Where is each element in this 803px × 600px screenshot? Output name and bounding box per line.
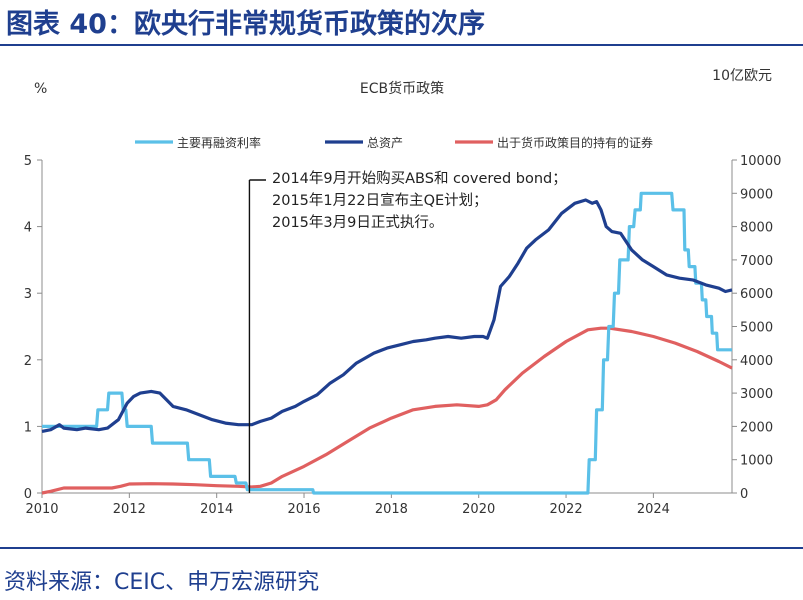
series-lines <box>41 191 733 495</box>
x-tick-label: 2024 <box>637 502 670 517</box>
x-tick-label: 2020 <box>462 502 495 517</box>
x-tick-label: 2022 <box>550 502 583 517</box>
figure-title: 图表 40：欧央行非常规货币政策的次序 <box>6 9 485 40</box>
securities-line <box>41 326 733 495</box>
x-tick-label: 2016 <box>287 502 320 517</box>
x-tick-label: 2010 <box>25 502 58 517</box>
annotation-text: 2014年9月开始购买ABS和 covered bond； <box>272 170 567 187</box>
policy-rate-line <box>42 191 732 495</box>
legend-label: 总资产 <box>367 136 403 150</box>
left-tick-label: 2 <box>24 354 32 369</box>
right-tick-label: 0 <box>740 487 748 502</box>
legend-label: 主要再融资利率 <box>177 135 261 150</box>
annotation-text: 2015年3月9日正式执行。 <box>272 214 443 231</box>
right-tick-label: 2000 <box>740 420 773 435</box>
source-note: 资料来源：CEIC、申万宏源研究 <box>4 570 320 595</box>
right-axis-unit: 10亿欧元 <box>712 68 772 84</box>
left-tick-label: 0 <box>24 487 32 502</box>
annotation: 2014年9月开始购买ABS和 covered bond； 2015年1月22日宣… <box>248 170 567 493</box>
right-tick-label: 9000 <box>740 187 773 202</box>
right-tick-label: 5000 <box>740 321 773 336</box>
left-tick-label: 5 <box>24 154 32 169</box>
right-tick-label: 7000 <box>740 254 773 269</box>
chart-title: ECB货币政策 <box>360 80 444 97</box>
ecb-policy-chart: ECB货币政策 % 10亿欧元 主要再融资利率 总资产 出于货币政策目的持有的证券 … <box>24 68 782 517</box>
left-tick-label: 3 <box>24 287 32 302</box>
title-rule <box>0 44 803 46</box>
right-tick-label: 3000 <box>740 387 773 402</box>
x-tick-label: 2014 <box>200 502 233 517</box>
source-rule <box>0 547 803 549</box>
axes: 0 1 2 3 4 5 0 1000 2000 3000 4000 5000 6000 7000 8000 9… <box>24 154 782 517</box>
x-tick-label: 2012 <box>113 502 146 517</box>
right-tick-label: 8000 <box>740 221 773 236</box>
right-tick-label: 10000 <box>740 154 781 169</box>
x-tick-label: 2018 <box>375 502 408 517</box>
right-tick-label: 4000 <box>740 354 773 369</box>
right-tick-label: 6000 <box>740 287 773 302</box>
annotation-text: 2015年1月22日宣布主QE计划； <box>272 192 488 209</box>
legend-label: 出于货币政策目的持有的证券 <box>497 135 653 150</box>
left-axis-unit: % <box>34 81 47 97</box>
right-tick-label: 1000 <box>740 454 773 469</box>
left-tick-label: 4 <box>24 221 32 236</box>
total-assets-line <box>41 198 733 433</box>
left-tick-label: 1 <box>24 420 32 435</box>
legend: 主要再融资利率 总资产 出于货币政策目的持有的证券 <box>135 135 653 150</box>
